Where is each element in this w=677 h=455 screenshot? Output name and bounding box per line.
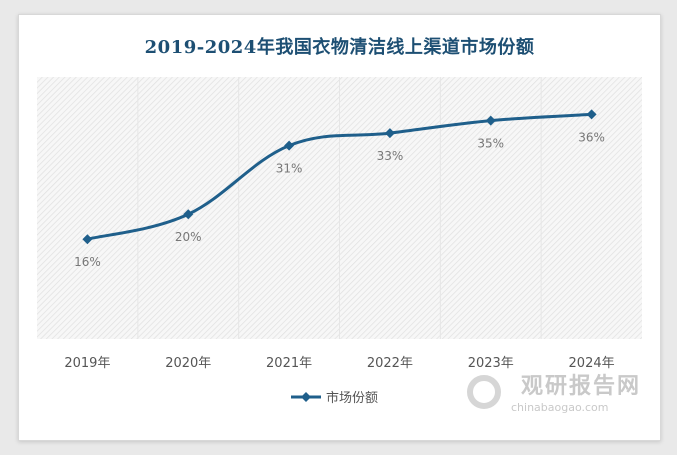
line-chart: 2019年 2020年 2021年 2022年 2023年 2024年 16% 20% 31%… xyxy=(37,77,642,406)
x-tick-label: 2022年 xyxy=(367,356,413,371)
legend-label: 市场份额 xyxy=(326,390,378,406)
watermark-url: chinabaogao.com xyxy=(511,401,609,414)
legend-diamond-icon xyxy=(301,392,311,402)
data-label: 20% xyxy=(175,230,202,244)
chart-title: 2019-2024年我国衣物清洁线上渠道市场份额 xyxy=(144,37,535,58)
data-label: 16% xyxy=(74,255,101,269)
x-tick-label: 2021年 xyxy=(266,356,312,371)
gridlines xyxy=(137,77,542,339)
x-axis-ticks: 2019年 2020年 2021年 2022年 2023年 2024年 xyxy=(64,356,614,371)
data-point-marker[interactable] xyxy=(284,140,295,151)
data-point-marker[interactable] xyxy=(586,109,597,120)
x-tick-label: 2020年 xyxy=(165,356,211,371)
data-label: 33% xyxy=(377,149,404,163)
data-label: 31% xyxy=(276,162,303,176)
data-label: 36% xyxy=(578,130,605,144)
watermark-name: 观研报告网 xyxy=(521,374,642,399)
chart-card: 2019-2024年我国衣物清洁线上渠道市场份额 2019年 2020年 2021年… xyxy=(18,14,661,441)
x-tick-label: 2023年 xyxy=(468,356,514,371)
data-point-marker[interactable] xyxy=(485,115,496,126)
watermark-logo-icon xyxy=(467,375,501,409)
data-label: 35% xyxy=(477,137,504,151)
data-point-marker[interactable] xyxy=(82,234,93,245)
x-tick-label: 2024年 xyxy=(569,356,615,371)
series-markers xyxy=(82,109,597,245)
legend[interactable]: 市场份额 xyxy=(291,390,378,406)
data-point-marker[interactable] xyxy=(183,209,194,220)
data-labels: 16% 20% 31% 33% 35% 36% xyxy=(74,130,605,269)
data-point-marker[interactable] xyxy=(384,128,395,139)
series-line-market-share xyxy=(87,112,592,241)
x-tick-label: 2019年 xyxy=(64,356,110,371)
